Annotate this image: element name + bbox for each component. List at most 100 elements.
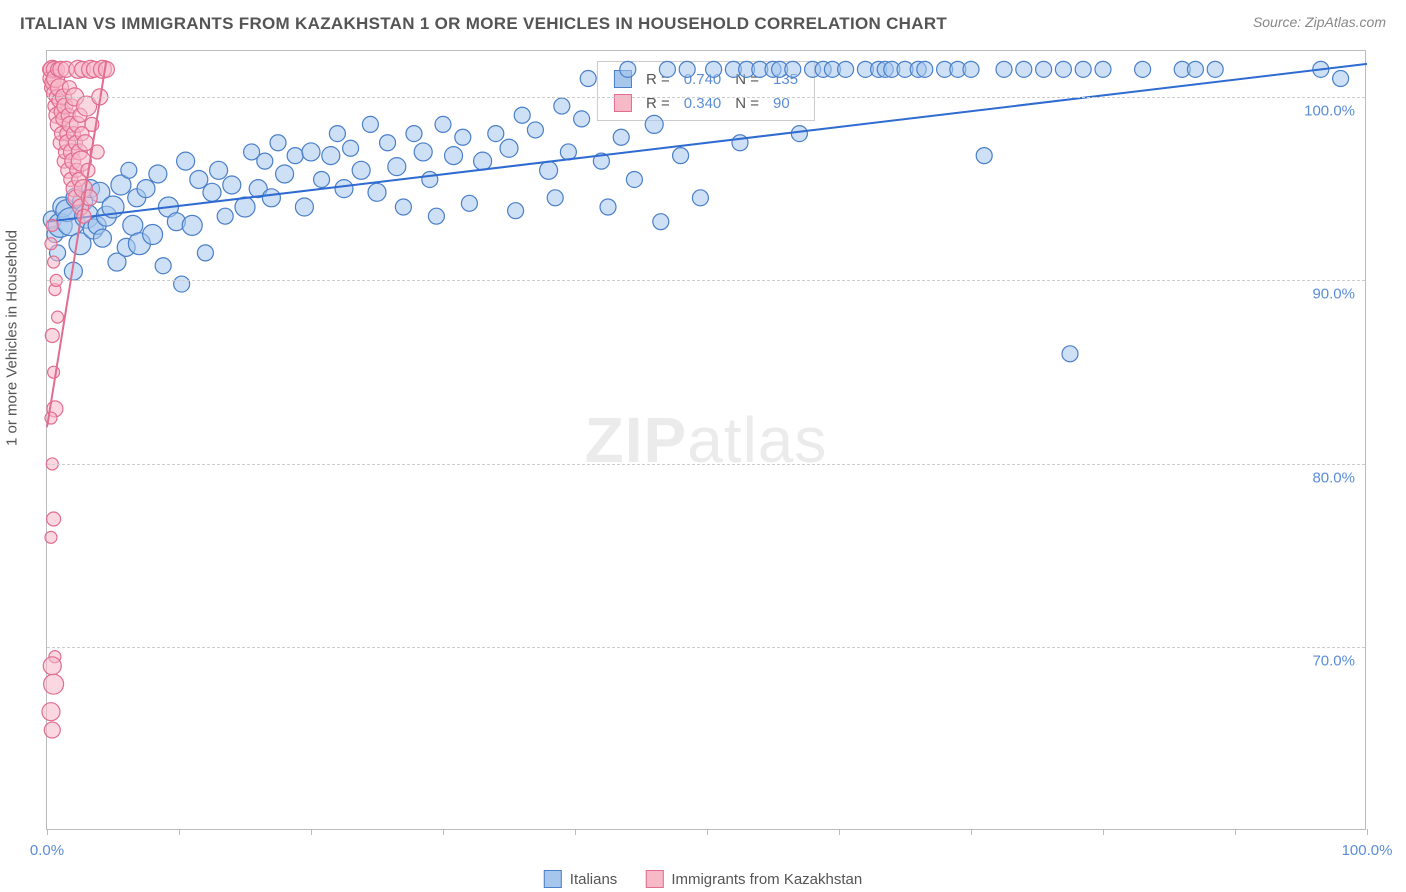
legend-bottom-item-0: Italians: [544, 870, 618, 888]
data-point: [388, 158, 406, 176]
data-point: [645, 115, 663, 133]
data-point: [395, 199, 411, 215]
data-point: [287, 148, 303, 164]
data-point: [580, 71, 596, 87]
ytick-label: 100.0%: [1304, 102, 1355, 119]
data-point: [329, 126, 345, 142]
data-point: [1075, 61, 1091, 77]
data-point: [121, 162, 137, 178]
data-point: [406, 126, 422, 142]
data-point: [500, 139, 518, 157]
legend-bottom-swatch-0: [544, 870, 562, 888]
data-point: [217, 208, 233, 224]
data-point: [44, 722, 60, 738]
data-point: [42, 703, 60, 721]
plot-svg: [47, 51, 1365, 829]
legend-bottom: Italians Immigrants from Kazakhstan: [544, 870, 862, 888]
data-point: [235, 197, 255, 217]
data-point: [435, 116, 451, 132]
data-point: [223, 176, 241, 194]
data-point: [48, 366, 60, 378]
data-point: [692, 190, 708, 206]
data-point: [488, 126, 504, 142]
legend-bottom-swatch-1: [645, 870, 663, 888]
ytick-label: 90.0%: [1312, 286, 1355, 303]
plot-area: ZIPatlas R = 0.740 N = 135 R = 0.340 N =…: [46, 50, 1366, 830]
data-point: [963, 61, 979, 77]
data-point: [540, 161, 558, 179]
data-point: [679, 61, 695, 77]
data-point: [785, 61, 801, 77]
gridline: [47, 464, 1365, 465]
xtick: [971, 829, 972, 835]
data-point: [574, 111, 590, 127]
gridline: [47, 280, 1365, 281]
data-point: [917, 61, 933, 77]
legend-bottom-label-0: Italians: [570, 871, 618, 888]
data-point: [1036, 61, 1052, 77]
data-point: [706, 61, 722, 77]
data-point: [52, 311, 64, 323]
data-point: [276, 165, 294, 183]
data-point: [554, 98, 570, 114]
data-point: [1333, 71, 1349, 87]
data-point: [380, 135, 396, 151]
data-point: [93, 229, 111, 247]
xtick: [1103, 829, 1104, 835]
data-point: [203, 183, 221, 201]
xtick: [839, 829, 840, 835]
data-point: [838, 61, 854, 77]
data-point: [527, 122, 543, 138]
data-point: [1207, 61, 1223, 77]
data-point: [428, 208, 444, 224]
data-point: [302, 143, 320, 161]
xtick: [179, 829, 180, 835]
data-point: [659, 61, 675, 77]
data-point: [508, 203, 524, 219]
data-point: [1055, 61, 1071, 77]
data-point: [143, 225, 163, 245]
data-point: [174, 276, 190, 292]
gridline: [47, 647, 1365, 648]
chart-title: ITALIAN VS IMMIGRANTS FROM KAZAKHSTAN 1 …: [20, 14, 947, 34]
data-point: [352, 161, 370, 179]
data-point: [445, 147, 463, 165]
data-point: [620, 61, 636, 77]
legend-bottom-item-1: Immigrants from Kazakhstan: [645, 870, 862, 888]
data-point: [474, 152, 492, 170]
data-point: [461, 195, 477, 211]
data-point: [155, 258, 171, 274]
data-point: [414, 143, 432, 161]
data-point: [77, 209, 91, 223]
data-point: [295, 198, 313, 216]
data-point: [45, 412, 57, 424]
data-point: [514, 107, 530, 123]
xtick: [1367, 829, 1368, 835]
ytick-label: 80.0%: [1312, 469, 1355, 486]
data-point: [1135, 61, 1151, 77]
source-label: Source: ZipAtlas.com: [1253, 14, 1386, 30]
data-point: [46, 219, 58, 231]
data-point: [560, 144, 576, 160]
legend-bottom-label-1: Immigrants from Kazakhstan: [671, 871, 862, 888]
data-point: [48, 256, 60, 268]
data-point: [137, 180, 155, 198]
data-point: [547, 190, 563, 206]
data-point: [47, 512, 61, 526]
data-point: [270, 135, 286, 151]
xtick-label: 100.0%: [1342, 842, 1393, 859]
y-axis-label: 1 or more Vehicles in Household: [4, 230, 21, 446]
data-point: [1187, 61, 1203, 77]
data-point: [322, 147, 340, 165]
xtick: [707, 829, 708, 835]
data-point: [45, 238, 57, 250]
data-point: [362, 116, 378, 132]
data-point: [257, 153, 273, 169]
xtick: [47, 829, 48, 835]
xtick: [311, 829, 312, 835]
xtick-label: 0.0%: [30, 842, 64, 859]
data-point: [996, 61, 1012, 77]
data-point: [45, 328, 59, 342]
data-point: [45, 531, 57, 543]
data-point: [1062, 346, 1078, 362]
